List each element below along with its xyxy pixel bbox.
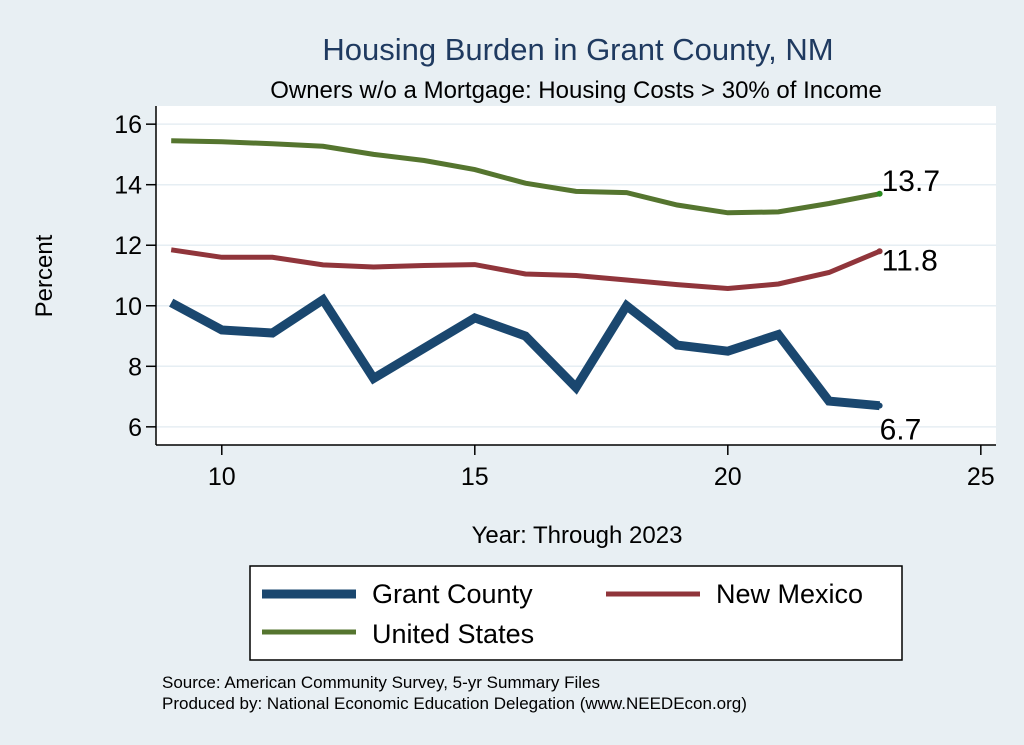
producer-note: Produced by: National Economic Education… xyxy=(162,694,747,713)
end-point-united-states xyxy=(876,190,883,197)
y-tick-label: 6 xyxy=(128,414,142,442)
source-note: Source: American Community Survey, 5-yr … xyxy=(162,673,600,692)
y-tick-label: 8 xyxy=(128,353,142,381)
legend-box xyxy=(249,565,903,661)
axes: 6 8 10 12 14 16 10 15 20 25 xyxy=(114,106,996,491)
x-axis-title: Year: Through 2023 xyxy=(472,522,683,549)
grid-lines xyxy=(156,123,996,428)
x-tick-label: 10 xyxy=(208,463,236,491)
chart-title: Housing Burden in Grant County, NM xyxy=(322,32,833,67)
end-point-grant-county xyxy=(876,402,883,409)
end-label-united-states: 13.7 xyxy=(882,165,940,198)
y-tick-label: 10 xyxy=(114,293,142,321)
end-point-new-mexico xyxy=(876,248,883,255)
end-labels: 6.7 11.8 13.7 xyxy=(880,165,940,447)
x-tick-label: 25 xyxy=(967,463,995,491)
series-line-grant-county xyxy=(169,293,881,411)
series-line-united-states xyxy=(171,138,881,216)
series-line-new-mexico xyxy=(170,247,881,292)
legend-label-grant-county: Grant County xyxy=(372,579,533,609)
legend: Grant County New Mexico United States xyxy=(249,565,903,661)
end-label-new-mexico: 11.8 xyxy=(882,244,938,277)
y-tick-label: 16 xyxy=(114,111,142,139)
x-tick-label: 15 xyxy=(461,463,489,491)
chart-subtitle: Owners w/o a Mortgage: Housing Costs > 3… xyxy=(270,77,882,104)
legend-label-united-states: United States xyxy=(372,619,534,649)
x-tick-label: 20 xyxy=(714,463,742,491)
y-axis-title: Percent xyxy=(31,234,58,317)
end-label-grant-county: 6.7 xyxy=(880,414,922,447)
y-tick-label: 14 xyxy=(114,172,142,200)
legend-label-new-mexico: New Mexico xyxy=(716,579,863,609)
series-lines xyxy=(169,138,883,411)
y-tick-label: 12 xyxy=(114,232,142,260)
